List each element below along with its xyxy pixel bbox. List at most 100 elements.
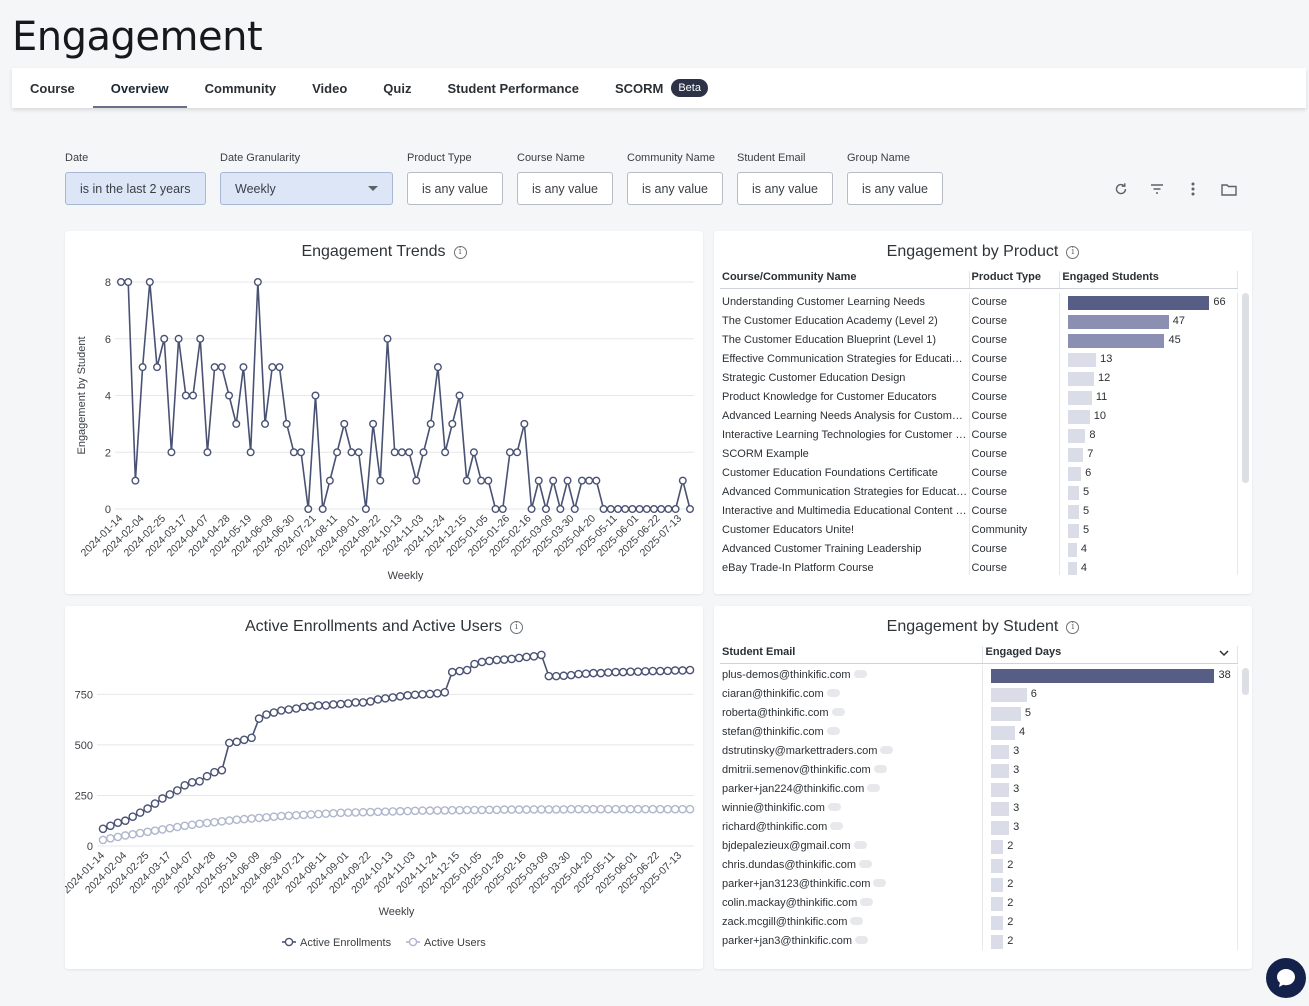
table-row[interactable]: plus-demos@thinkific.com 38 [720, 666, 1238, 685]
data-point[interactable] [135, 808, 145, 817]
data-point[interactable] [381, 694, 390, 703]
data-point[interactable] [507, 654, 516, 664]
data-point[interactable] [611, 667, 620, 677]
data-point[interactable] [527, 505, 536, 514]
data-point[interactable] [470, 659, 479, 669]
table-row[interactable]: Customer Educators Unite! Community 5 [720, 521, 1238, 540]
data-point[interactable] [253, 278, 262, 287]
table-row[interactable]: zack.mcgill@thinkific.com 2 [720, 913, 1238, 932]
more-options-icon[interactable] [860, 898, 874, 907]
data-point[interactable] [418, 806, 427, 815]
data-point[interactable] [477, 476, 486, 485]
data-point[interactable] [246, 448, 255, 457]
data-point[interactable] [559, 805, 568, 814]
data-point[interactable] [217, 765, 227, 775]
data-point[interactable] [160, 334, 169, 343]
data-point[interactable] [470, 805, 479, 815]
data-point[interactable] [469, 448, 478, 457]
data-point[interactable] [549, 476, 558, 485]
data-point[interactable] [321, 809, 331, 818]
data-point[interactable] [173, 822, 182, 832]
data-point[interactable] [628, 505, 637, 514]
column-header-sortable[interactable]: Engaged Days [983, 646, 1238, 663]
data-point[interactable] [544, 805, 554, 814]
table-row[interactable]: chris.dundas@thinkific.com 2 [720, 856, 1238, 875]
more-options-icon[interactable] [873, 879, 887, 888]
data-point[interactable] [491, 505, 500, 514]
data-point[interactable] [626, 667, 635, 676]
folder-icon[interactable] [1218, 178, 1240, 200]
data-point[interactable] [299, 702, 308, 712]
data-point[interactable] [297, 448, 306, 457]
tab-overview[interactable]: Overview [92, 68, 187, 108]
more-options-icon[interactable] [855, 936, 869, 945]
data-point[interactable] [433, 806, 442, 815]
table-row[interactable]: colin.mackay@thinkific.com 2 [720, 894, 1238, 913]
data-point[interactable] [120, 816, 130, 826]
data-point[interactable] [685, 665, 695, 675]
data-point[interactable] [247, 814, 256, 823]
data-point[interactable] [113, 818, 123, 828]
data-point[interactable] [618, 804, 628, 814]
data-point[interactable] [366, 807, 375, 817]
table-row[interactable]: ciaran@thinkific.com 6 [720, 685, 1238, 704]
data-point[interactable] [128, 812, 138, 821]
data-point[interactable] [678, 476, 687, 485]
data-point[interactable] [505, 448, 514, 457]
data-point[interactable] [202, 818, 212, 828]
data-point[interactable] [373, 807, 383, 817]
more-options-icon[interactable] [853, 841, 867, 850]
data-point[interactable] [403, 691, 412, 700]
data-point[interactable] [520, 419, 529, 428]
data-point[interactable] [626, 804, 635, 814]
data-point[interactable] [513, 448, 522, 457]
data-point[interactable] [254, 813, 264, 823]
data-point[interactable] [635, 505, 644, 514]
data-point[interactable] [433, 689, 442, 698]
data-point[interactable] [551, 805, 561, 814]
data-point[interactable] [373, 695, 383, 704]
data-point[interactable] [299, 810, 308, 820]
data-point[interactable] [534, 476, 543, 485]
data-point[interactable] [262, 812, 271, 822]
table-row[interactable]: stefan@thinkific.com 4 [720, 723, 1238, 742]
data-point[interactable] [412, 476, 421, 485]
more-options-icon[interactable] [880, 746, 894, 755]
data-point[interactable] [165, 823, 175, 833]
data-point[interactable] [477, 805, 487, 815]
data-point[interactable] [225, 738, 234, 748]
data-point[interactable] [529, 652, 539, 661]
data-point[interactable] [173, 786, 182, 795]
tab-video[interactable]: Video [294, 68, 365, 108]
data-point[interactable] [306, 702, 316, 711]
tab-community[interactable]: Community [187, 68, 295, 108]
table-row[interactable]: parker+jan3123@thinkific.com 2 [720, 875, 1238, 894]
data-point[interactable] [98, 824, 108, 834]
data-point[interactable] [181, 391, 190, 400]
data-point[interactable] [484, 476, 493, 485]
data-point[interactable] [329, 700, 338, 709]
data-point[interactable] [566, 670, 576, 680]
data-point[interactable] [685, 804, 695, 814]
data-point[interactable] [522, 652, 531, 662]
data-point[interactable] [425, 806, 435, 815]
data-point[interactable] [232, 815, 242, 825]
column-header[interactable]: Product Type [970, 271, 1061, 288]
data-point[interactable] [318, 505, 327, 514]
date-filter-button[interactable]: is in the last 2 years [65, 172, 206, 205]
data-point[interactable] [581, 804, 591, 814]
data-point[interactable] [311, 391, 320, 400]
data-point[interactable] [403, 806, 412, 816]
data-point[interactable] [455, 391, 464, 400]
data-point[interactable] [611, 804, 620, 814]
data-point[interactable] [574, 669, 583, 679]
data-point[interactable] [492, 805, 502, 815]
data-point[interactable] [514, 805, 524, 814]
data-point[interactable] [426, 419, 435, 428]
data-point[interactable] [254, 714, 264, 723]
data-point[interactable] [329, 808, 338, 818]
data-point[interactable] [551, 671, 561, 681]
data-point[interactable] [649, 505, 658, 514]
data-point[interactable] [522, 805, 531, 814]
data-point[interactable] [395, 806, 405, 816]
